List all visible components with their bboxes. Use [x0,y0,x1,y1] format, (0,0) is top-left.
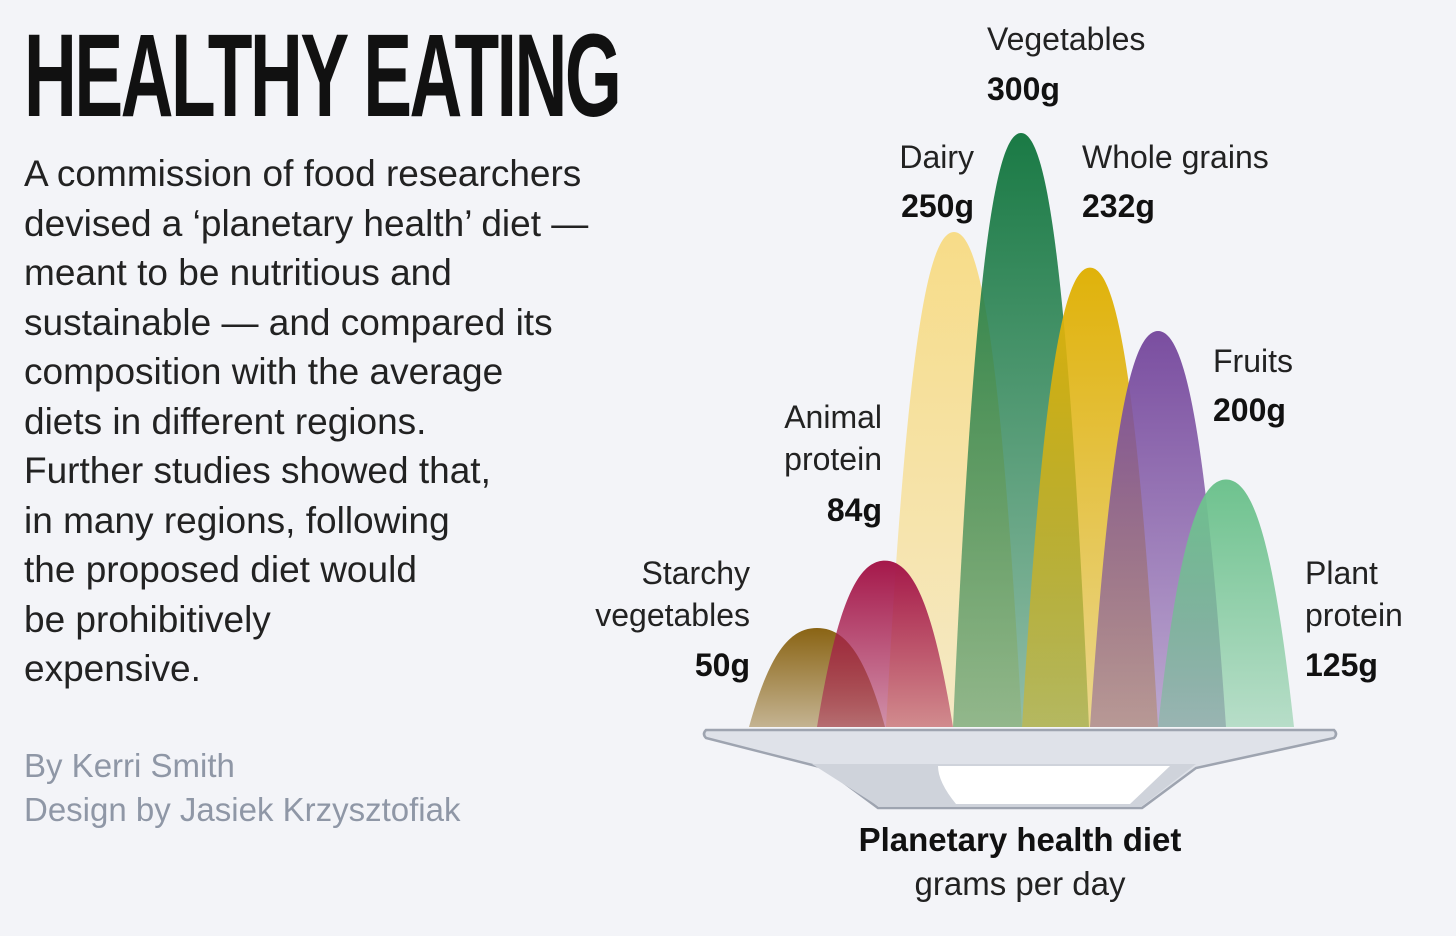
label-animal-protein-line1: Animal [784,399,882,435]
label-dairy: Dairy [899,139,974,175]
bell-animal-protein [817,560,953,727]
label-plant-protein-line1: Plant [1305,555,1378,591]
credits: By Kerri Smith Design by Jasiek Krzyszto… [24,744,461,832]
chart-subtitle: grams per day [915,865,1126,902]
page-title: HEALTHY EATING [24,10,622,142]
label-starchy-vegetables-line2: vegetables [595,597,750,633]
value-animal-protein: 84g [827,492,882,528]
value-whole-grains: 232g [1082,188,1155,224]
chart-title: Planetary health diet [859,821,1182,858]
label-plant-protein-line2: protein [1305,597,1403,633]
design-credit: Design by Jasiek Krzysztofiak [24,791,461,828]
label-starchy-vegetables-line1: Starchy [642,555,750,591]
category-labels: Starchy vegetables 50g Animal protein 84g Dair… [595,21,1403,683]
value-vegetables: 300g [987,71,1060,107]
label-whole-grains: Whole grains [1082,139,1269,175]
value-plant-protein: 125g [1305,647,1378,683]
label-fruits: Fruits [1213,343,1293,379]
intro-text: A commission of food researchers devised… [24,153,589,689]
plate [702,728,1338,810]
value-fruits: 200g [1213,392,1286,428]
value-dairy: 250g [901,188,974,224]
value-starchy-vegetables: 50g [695,647,750,683]
bell-plant-protein [1158,479,1294,727]
label-vegetables: Vegetables [987,21,1145,57]
plate-highlight [938,766,1170,804]
bell-shapes [749,133,1294,727]
author-credit: By Kerri Smith [24,747,235,784]
label-animal-protein-line2: protein [784,441,882,477]
